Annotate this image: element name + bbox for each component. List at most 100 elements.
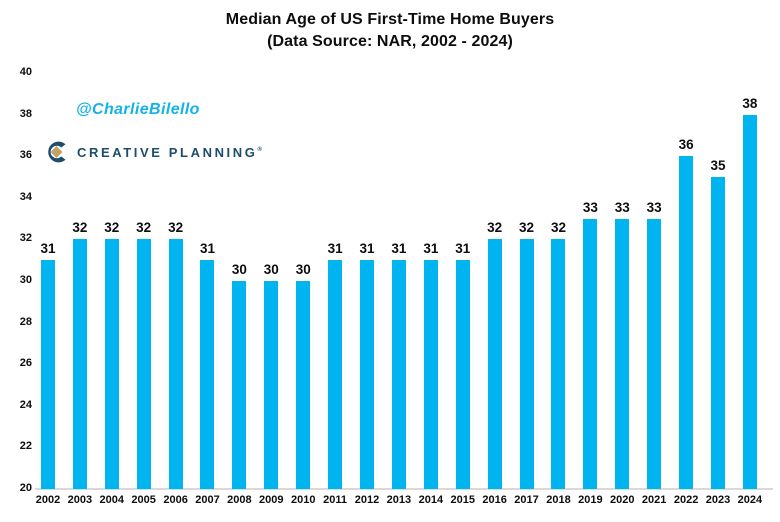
chart-title: Median Age of US First-Time Home Buyers … [0, 9, 780, 53]
bar-column: 30 2008 [223, 73, 255, 506]
bar-value-label: 31 [40, 241, 56, 257]
y-axis-tick-label: 34 [19, 190, 32, 203]
bar-2003 [72, 239, 87, 489]
y-axis-tick-label: 40 [19, 66, 32, 78]
bar-value-label: 31 [455, 241, 471, 257]
y-axis-tick-label: 36 [19, 149, 32, 162]
bar-2004 [104, 239, 119, 489]
bar-2011 [328, 260, 343, 489]
bar-value-label: 33 [646, 199, 662, 215]
bar-value-label: 31 [391, 241, 407, 257]
x-axis-tick-label: 2022 [673, 494, 699, 506]
x-axis-tick-label: 2021 [641, 494, 667, 506]
bar-2002 [40, 260, 55, 489]
bar-column: 31 2013 [383, 73, 415, 506]
bar-2019 [583, 218, 598, 489]
bar-2018 [551, 239, 566, 489]
bar-2016 [487, 239, 502, 489]
x-axis-tick-label: 2018 [546, 494, 571, 506]
bar-column: 31 2002 [32, 73, 64, 506]
x-axis-tick-label: 2008 [227, 494, 252, 506]
bar-2020 [615, 218, 630, 489]
logo-wordmark: CREATIVE PLANNING [77, 144, 258, 160]
bar-value-label: 30 [263, 262, 279, 277]
bar-value-label: 32 [487, 220, 503, 236]
x-axis-tick-label: 2009 [259, 494, 284, 506]
bar-2024 [742, 114, 757, 489]
bar-2012 [360, 260, 375, 489]
x-axis-tick-label: 2007 [195, 494, 220, 506]
bar-column: 30 2009 [255, 73, 287, 506]
watermark-handle: @CharlieBilello [76, 101, 200, 118]
bar-2010 [296, 281, 311, 489]
x-axis-tick-label: 2006 [163, 494, 188, 506]
bar-column: 30 2010 [287, 73, 319, 506]
chart-title-line2: (Data Source: NAR, 2002 - 2024) [267, 33, 513, 50]
bar-column: 36 2022 [670, 73, 702, 506]
y-axis-tick-label: 32 [19, 232, 32, 245]
y-axis-tick-label: 26 [19, 357, 32, 370]
bar-value-label: 33 [582, 199, 598, 215]
x-axis-tick-label: 2015 [450, 494, 475, 506]
bar-value-label: 32 [72, 220, 88, 236]
x-axis-tick-label: 2005 [131, 494, 156, 506]
bar-value-label: 32 [104, 220, 120, 236]
bar-column: 32 2016 [479, 73, 511, 506]
logo-diamond [50, 146, 63, 158]
bar-column: 33 2020 [606, 73, 638, 506]
bar-2023 [710, 177, 725, 489]
bar-2009 [264, 281, 279, 489]
bar-value-label: 31 [359, 241, 375, 257]
bar-value-label: 36 [678, 137, 694, 153]
bar-value-label: 30 [231, 262, 247, 277]
bar-value-label: 30 [295, 262, 311, 277]
y-axis-tick-label: 38 [19, 107, 32, 120]
bar-column: 31 2007 [192, 73, 224, 506]
bar-value-label: 31 [199, 241, 215, 257]
bar-column: 32 2018 [543, 73, 575, 506]
x-axis-tick-label: 2014 [418, 494, 444, 506]
y-axis-tick-label: 20 [19, 482, 32, 494]
bar-value-label: 35 [710, 158, 726, 173]
creative-planning-logo-text: CREATIVE PLANNING® [77, 145, 265, 160]
x-axis-tick-label: 2024 [737, 494, 763, 506]
bar-2007 [200, 260, 215, 489]
bar-column: 31 2011 [319, 73, 351, 506]
x-axis-line [35, 488, 773, 490]
x-axis-tick-label: 2016 [482, 494, 507, 506]
x-axis-tick-label: 2019 [578, 494, 603, 506]
x-axis-tick-label: 2003 [67, 494, 93, 506]
bar-2013 [391, 260, 406, 489]
bar-column: 31 2012 [351, 73, 383, 506]
bars-container: 31 2002 32 2003 32 2004 32 2005 32 2006 31 2007 30 20… [32, 73, 766, 506]
bar-2022 [679, 156, 694, 489]
y-axis-tick-label: 30 [19, 274, 32, 286]
bar-2008 [232, 281, 247, 489]
bar-value-label: 32 [136, 220, 152, 236]
y-axis-tick-label: 22 [19, 440, 32, 453]
creative-planning-logo: CREATIVE PLANNING® [44, 139, 265, 165]
bar-value-label: 33 [614, 199, 630, 215]
bar-value-label: 32 [168, 220, 184, 236]
bar-column: 32 2006 [160, 73, 192, 506]
bar-column: 31 2015 [447, 73, 479, 506]
bar-column: 33 2021 [638, 73, 670, 506]
bar-column: 33 2019 [574, 73, 606, 506]
bar-column: 32 2017 [511, 73, 543, 506]
bar-value-label: 38 [742, 95, 758, 111]
x-axis-tick-label: 2002 [35, 494, 61, 506]
bar-column: 32 2003 [64, 73, 96, 506]
bar-value-label: 31 [327, 241, 343, 257]
y-axis-tick-label: 24 [19, 398, 32, 411]
bar-column: 38 2024 [734, 73, 766, 506]
y-axis-tick-label: 28 [19, 315, 32, 328]
bar-2006 [168, 239, 183, 489]
bar-column: 32 2005 [128, 73, 160, 506]
x-axis-tick-label: 2010 [290, 494, 316, 506]
x-axis-tick-label: 2023 [705, 494, 731, 506]
x-axis-tick-label: 2020 [610, 494, 635, 506]
bar-column: 35 2023 [702, 73, 734, 506]
bar-2021 [647, 218, 662, 489]
